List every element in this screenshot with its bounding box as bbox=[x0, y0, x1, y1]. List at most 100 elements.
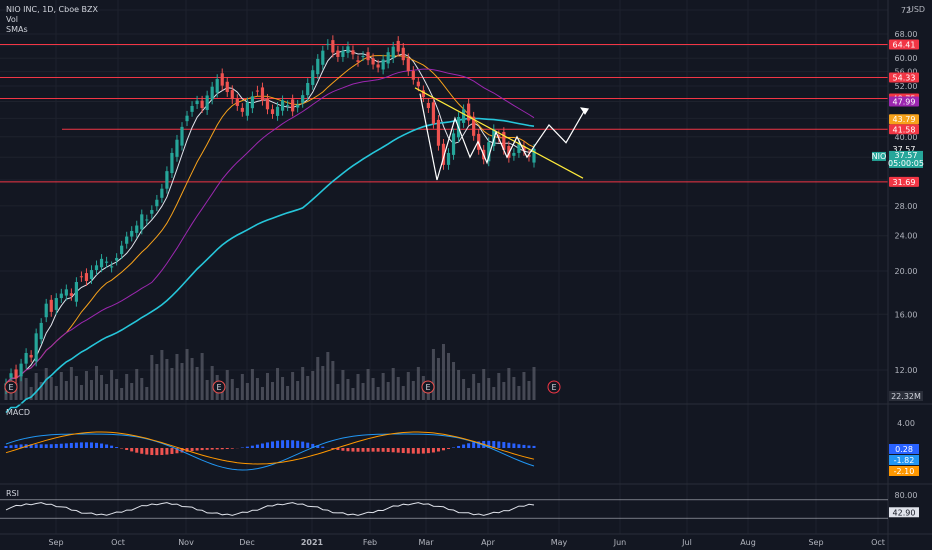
rsi-pane-label[interactable]: RSI bbox=[6, 489, 19, 498]
candle-body bbox=[270, 109, 275, 114]
y-tick-label: 60.00 bbox=[895, 54, 918, 63]
volume-bar bbox=[34, 373, 38, 400]
sma-badge-bg bbox=[889, 96, 919, 107]
macd-histogram-bar bbox=[286, 440, 290, 448]
rsi-y-tick: 80.00 bbox=[895, 491, 918, 500]
macd-histogram-bar bbox=[472, 442, 476, 448]
macd-histogram-bar bbox=[426, 448, 430, 454]
candle-body bbox=[160, 188, 164, 198]
candle-body bbox=[391, 46, 395, 59]
macd-histogram-bar bbox=[517, 444, 521, 448]
macd-histogram-bar bbox=[447, 448, 451, 449]
rsi-pane[interactable]: 80.00 42.90 bbox=[0, 491, 919, 519]
macd-histogram-bar bbox=[195, 448, 199, 451]
volume-bar bbox=[291, 372, 295, 400]
macd-histogram-bar bbox=[371, 448, 375, 452]
macd-histogram-bar bbox=[230, 448, 234, 449]
volume-bar bbox=[381, 373, 385, 400]
candle-body bbox=[230, 90, 234, 100]
x-tick-label: Oct bbox=[111, 538, 125, 547]
candle-body bbox=[59, 293, 63, 299]
candle-body bbox=[341, 50, 345, 57]
arrow-head[interactable] bbox=[580, 107, 589, 115]
macd-histogram-bar bbox=[311, 443, 315, 448]
volume-bar bbox=[326, 352, 330, 400]
macd-histogram-bar bbox=[29, 444, 33, 448]
trendline[interactable] bbox=[414, 87, 584, 179]
macd-histogram-bar bbox=[225, 448, 229, 449]
earnings-marker[interactable] bbox=[4, 380, 18, 394]
macd-histogram-bar bbox=[381, 448, 385, 452]
volume-bar bbox=[452, 362, 456, 400]
macd-histogram-bar bbox=[64, 443, 68, 448]
macd-histogram-bar bbox=[39, 444, 43, 448]
candle-body bbox=[250, 96, 254, 109]
macd-histogram-bar bbox=[44, 444, 48, 448]
macd-line bbox=[5, 433, 535, 471]
candle-body bbox=[104, 261, 109, 263]
macd-histogram-bar bbox=[351, 448, 355, 452]
rsi-line bbox=[5, 502, 535, 516]
sma-badge: 43.79 bbox=[893, 115, 916, 124]
volume-bar bbox=[467, 388, 471, 400]
sma-indicator-label[interactable]: SMAs bbox=[6, 25, 28, 34]
macd-pane-label[interactable]: MACD bbox=[6, 408, 30, 417]
macd-pane[interactable]: 4.00 0.28 -1.82 -2.10 bbox=[4, 419, 920, 476]
candle-body bbox=[39, 322, 43, 340]
candle-body bbox=[215, 79, 219, 93]
macd-histogram-bar bbox=[457, 445, 461, 448]
candle-body bbox=[522, 146, 526, 151]
volume-bar bbox=[165, 359, 169, 400]
candle-body bbox=[125, 236, 129, 244]
candle-body bbox=[331, 40, 335, 53]
last-price-value: 37.57 bbox=[895, 151, 918, 160]
earnings-marker[interactable] bbox=[421, 380, 435, 394]
macd-histogram-bar bbox=[155, 448, 159, 456]
earnings-marker[interactable] bbox=[547, 380, 561, 394]
macd-histogram-bar bbox=[341, 448, 345, 451]
macd-histogram-bar bbox=[477, 441, 481, 448]
candle-body bbox=[467, 103, 471, 121]
macd-histogram-bar bbox=[411, 448, 415, 454]
volume-bar bbox=[115, 379, 119, 400]
sma-line bbox=[5, 55, 535, 384]
volume-bar bbox=[366, 369, 370, 400]
chart-legend: NIO INC, 1D, Cboe BZX Vol SMAs bbox=[6, 5, 98, 35]
volume-bar bbox=[271, 382, 275, 400]
macd-histogram-bar bbox=[69, 442, 73, 448]
symbol-title[interactable]: NIO INC, 1D, Cboe BZX bbox=[6, 5, 99, 14]
candle-body bbox=[472, 116, 476, 136]
y-tick-label: 72 bbox=[901, 6, 911, 15]
candle-body bbox=[24, 353, 28, 364]
candle-body bbox=[64, 289, 68, 296]
volume-bar bbox=[532, 367, 536, 400]
volume-bar bbox=[59, 372, 63, 400]
time-axis[interactable]: Sep Oct Nov Dec 2021 Feb Mar Apr May Jun Jul Aug Sep… bbox=[48, 538, 884, 547]
candle-body bbox=[255, 90, 260, 92]
volume-indicator-label[interactable]: Vol bbox=[6, 15, 18, 24]
candle-body bbox=[155, 199, 159, 207]
candle-body bbox=[286, 105, 290, 107]
candle-body bbox=[84, 273, 89, 281]
candle-body bbox=[497, 135, 501, 138]
zigzag-projection[interactable] bbox=[419, 93, 586, 181]
macd-histogram-bar bbox=[431, 448, 435, 453]
macd-histogram-bar bbox=[160, 448, 164, 455]
volume-bar bbox=[74, 376, 78, 400]
macd-histogram-bar bbox=[105, 444, 109, 448]
candle-body bbox=[225, 81, 229, 93]
earnings-marker[interactable] bbox=[212, 380, 226, 394]
candle-body bbox=[29, 354, 33, 358]
volume-bar bbox=[462, 379, 466, 400]
y-tick-label: 16.00 bbox=[895, 310, 918, 319]
pattern-drawings[interactable] bbox=[414, 87, 589, 181]
macd-histogram-bar bbox=[497, 441, 501, 448]
macd-histogram-bar bbox=[441, 448, 445, 451]
volume-bar bbox=[255, 378, 259, 400]
last-price-countdown: 05:00:05 bbox=[888, 159, 924, 168]
macd-histogram-bar bbox=[125, 448, 129, 450]
currency-label[interactable]: USD bbox=[908, 5, 926, 14]
macd-histogram-bar bbox=[210, 448, 214, 450]
